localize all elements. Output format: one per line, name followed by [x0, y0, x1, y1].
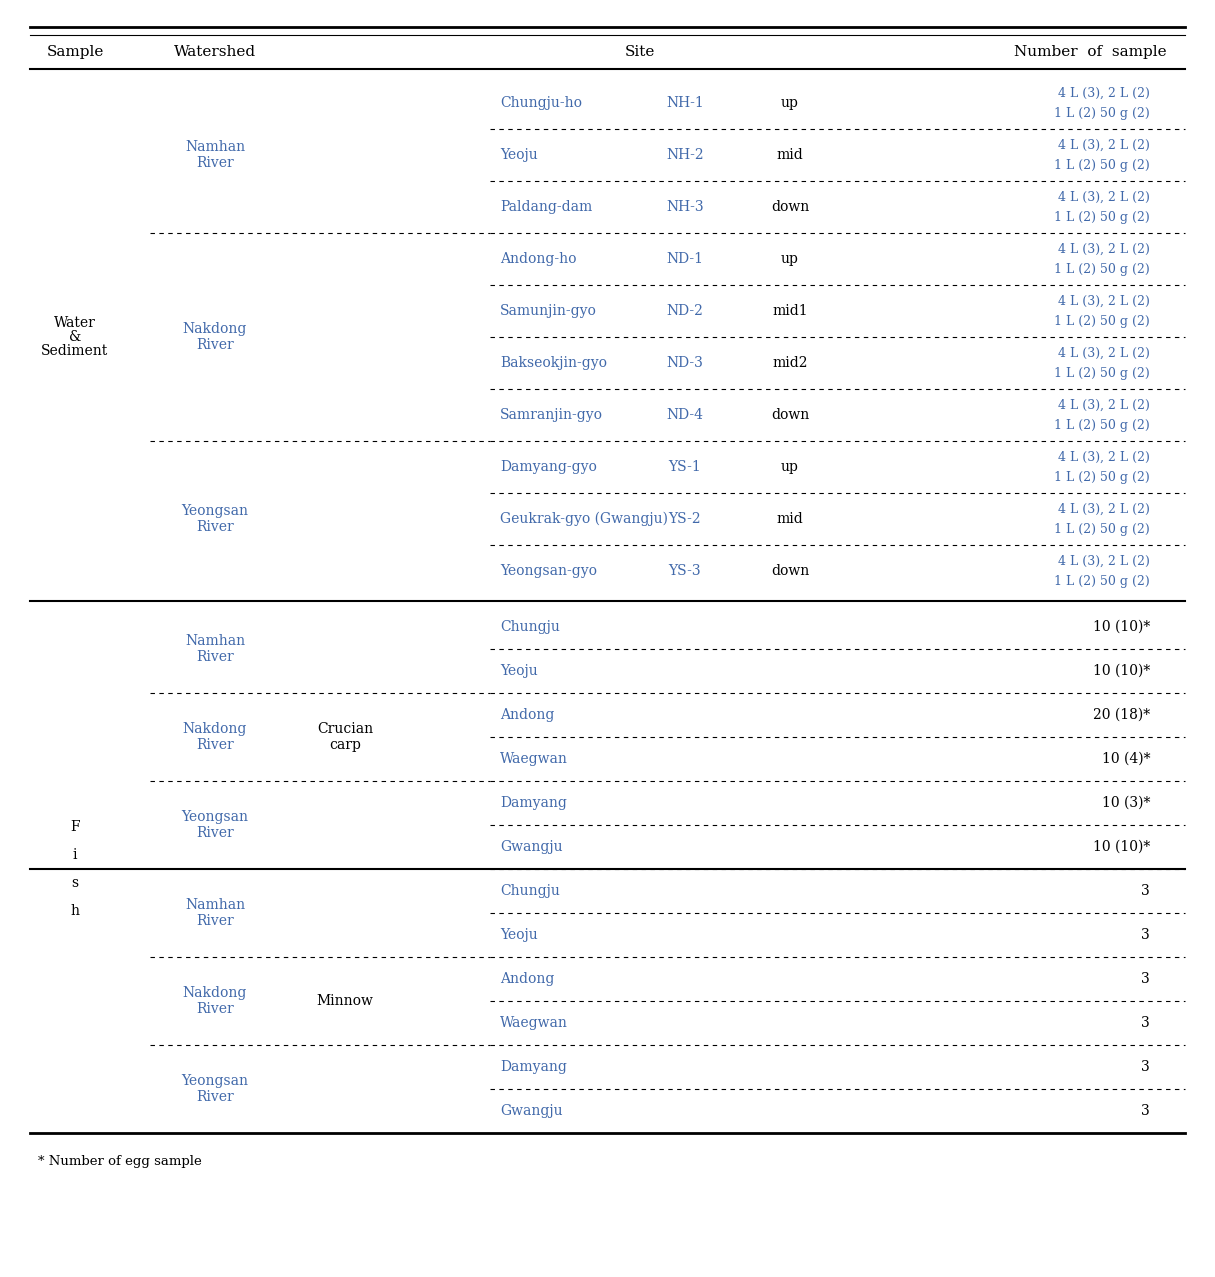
- Text: 10 (10)*: 10 (10)*: [1092, 664, 1151, 678]
- Text: 4 L (3), 2 L (2): 4 L (3), 2 L (2): [1058, 243, 1151, 255]
- Text: Watershed: Watershed: [174, 45, 256, 59]
- Text: up: up: [781, 252, 799, 266]
- Text: Namhan
River: Namhan River: [185, 140, 245, 170]
- Text: ND-2: ND-2: [667, 304, 703, 318]
- Text: Yeongsan
River: Yeongsan River: [181, 1074, 249, 1105]
- Text: 3: 3: [1141, 1016, 1151, 1031]
- Text: F: F: [70, 820, 80, 834]
- Text: YS-3: YS-3: [668, 564, 701, 578]
- Text: 3: 3: [1141, 972, 1151, 986]
- Text: 1 L (2) 50 g (2): 1 L (2) 50 g (2): [1055, 575, 1151, 587]
- Text: up: up: [781, 460, 799, 474]
- Text: Waegwan: Waegwan: [501, 752, 567, 766]
- Text: Yeoju: Yeoju: [501, 664, 538, 678]
- Text: mid: mid: [776, 512, 803, 526]
- Text: Minnow: Minnow: [317, 994, 373, 1008]
- Text: 3: 3: [1141, 1105, 1151, 1117]
- Text: 10 (4)*: 10 (4)*: [1102, 752, 1151, 766]
- Text: mid: mid: [776, 148, 803, 162]
- Text: ND-3: ND-3: [667, 356, 703, 370]
- Text: Damyang: Damyang: [501, 796, 567, 810]
- Text: 4 L (3), 2 L (2): 4 L (3), 2 L (2): [1058, 346, 1151, 360]
- Text: 4 L (3), 2 L (2): 4 L (3), 2 L (2): [1058, 190, 1151, 203]
- Text: Yeoju: Yeoju: [501, 928, 538, 942]
- Text: ND-4: ND-4: [667, 407, 703, 421]
- Text: up: up: [781, 96, 799, 110]
- Text: 3: 3: [1141, 884, 1151, 898]
- Text: * Number of egg sample: * Number of egg sample: [38, 1154, 202, 1167]
- Text: Andong: Andong: [501, 972, 554, 986]
- Text: Bakseokjin-gyo: Bakseokjin-gyo: [501, 356, 608, 370]
- Text: Namhan
River: Namhan River: [185, 633, 245, 664]
- Text: Chungju: Chungju: [501, 621, 560, 633]
- Text: 1 L (2) 50 g (2): 1 L (2) 50 g (2): [1055, 470, 1151, 484]
- Text: Yeongsan-gyo: Yeongsan-gyo: [501, 564, 597, 578]
- Text: Waegwan: Waegwan: [501, 1016, 567, 1031]
- Text: 10 (10)*: 10 (10)*: [1092, 621, 1151, 633]
- Text: Nakdong
River: Nakdong River: [182, 722, 247, 752]
- Text: Geukrak-gyo (Gwangju): Geukrak-gyo (Gwangju): [501, 512, 668, 526]
- Text: 1 L (2) 50 g (2): 1 L (2) 50 g (2): [1055, 263, 1151, 276]
- Text: Sediment: Sediment: [41, 344, 108, 358]
- Text: 4 L (3), 2 L (2): 4 L (3), 2 L (2): [1058, 503, 1151, 516]
- Text: 4 L (3), 2 L (2): 4 L (3), 2 L (2): [1058, 295, 1151, 308]
- Text: 3: 3: [1141, 1060, 1151, 1074]
- Text: 10 (3)*: 10 (3)*: [1102, 796, 1151, 810]
- Text: Andong-ho: Andong-ho: [501, 252, 576, 266]
- Text: mid1: mid1: [773, 304, 808, 318]
- Text: i: i: [73, 848, 78, 862]
- Text: 3: 3: [1141, 928, 1151, 942]
- Text: Nakdong
River: Nakdong River: [182, 322, 247, 352]
- Text: down: down: [770, 564, 809, 578]
- Text: Andong: Andong: [501, 707, 554, 722]
- Text: 4 L (3), 2 L (2): 4 L (3), 2 L (2): [1058, 87, 1151, 100]
- Text: Chungju: Chungju: [501, 884, 560, 898]
- Text: down: down: [770, 407, 809, 421]
- Text: s: s: [72, 876, 79, 890]
- Text: 4 L (3), 2 L (2): 4 L (3), 2 L (2): [1058, 138, 1151, 152]
- Text: YS-1: YS-1: [668, 460, 701, 474]
- Text: 1 L (2) 50 g (2): 1 L (2) 50 g (2): [1055, 419, 1151, 432]
- Text: Paldang-dam: Paldang-dam: [501, 200, 592, 215]
- Text: 4 L (3), 2 L (2): 4 L (3), 2 L (2): [1058, 554, 1151, 567]
- Text: NH-2: NH-2: [666, 148, 703, 162]
- Text: Gwangju: Gwangju: [501, 1105, 563, 1117]
- Text: 4 L (3), 2 L (2): 4 L (3), 2 L (2): [1058, 451, 1151, 464]
- Text: 1 L (2) 50 g (2): 1 L (2) 50 g (2): [1055, 522, 1151, 535]
- Text: 4 L (3), 2 L (2): 4 L (3), 2 L (2): [1058, 398, 1151, 411]
- Text: Crucian
carp: Crucian carp: [317, 722, 373, 752]
- Text: mid2: mid2: [773, 356, 808, 370]
- Text: 10 (10)*: 10 (10)*: [1092, 840, 1151, 854]
- Text: Yeoju: Yeoju: [501, 148, 538, 162]
- Text: Damyang: Damyang: [501, 1060, 567, 1074]
- Text: down: down: [770, 200, 809, 215]
- Text: Site: Site: [625, 45, 655, 59]
- Text: 1 L (2) 50 g (2): 1 L (2) 50 g (2): [1055, 211, 1151, 223]
- Text: h: h: [70, 904, 79, 918]
- Text: &: &: [69, 329, 81, 344]
- Text: Namhan
River: Namhan River: [185, 898, 245, 928]
- Text: 1 L (2) 50 g (2): 1 L (2) 50 g (2): [1055, 106, 1151, 120]
- Text: Water: Water: [53, 315, 96, 329]
- Text: Samranjin-gyo: Samranjin-gyo: [501, 407, 603, 421]
- Text: Chungju-ho: Chungju-ho: [501, 96, 582, 110]
- Text: ND-1: ND-1: [667, 252, 703, 266]
- Text: Nakdong
River: Nakdong River: [182, 986, 247, 1016]
- Text: Number  of  sample: Number of sample: [1013, 45, 1166, 59]
- Text: NH-3: NH-3: [666, 200, 703, 215]
- Text: Yeongsan
River: Yeongsan River: [181, 810, 249, 840]
- Text: 1 L (2) 50 g (2): 1 L (2) 50 g (2): [1055, 314, 1151, 327]
- Text: Sample: Sample: [46, 45, 103, 59]
- Text: 20 (18)*: 20 (18)*: [1092, 707, 1151, 722]
- Text: Samunjin-gyo: Samunjin-gyo: [501, 304, 597, 318]
- Text: NH-1: NH-1: [666, 96, 703, 110]
- Text: Yeongsan
River: Yeongsan River: [181, 504, 249, 534]
- Text: 1 L (2) 50 g (2): 1 L (2) 50 g (2): [1055, 366, 1151, 379]
- Text: YS-2: YS-2: [668, 512, 701, 526]
- Text: Damyang-gyo: Damyang-gyo: [501, 460, 597, 474]
- Text: 1 L (2) 50 g (2): 1 L (2) 50 g (2): [1055, 158, 1151, 171]
- Text: Gwangju: Gwangju: [501, 840, 563, 854]
